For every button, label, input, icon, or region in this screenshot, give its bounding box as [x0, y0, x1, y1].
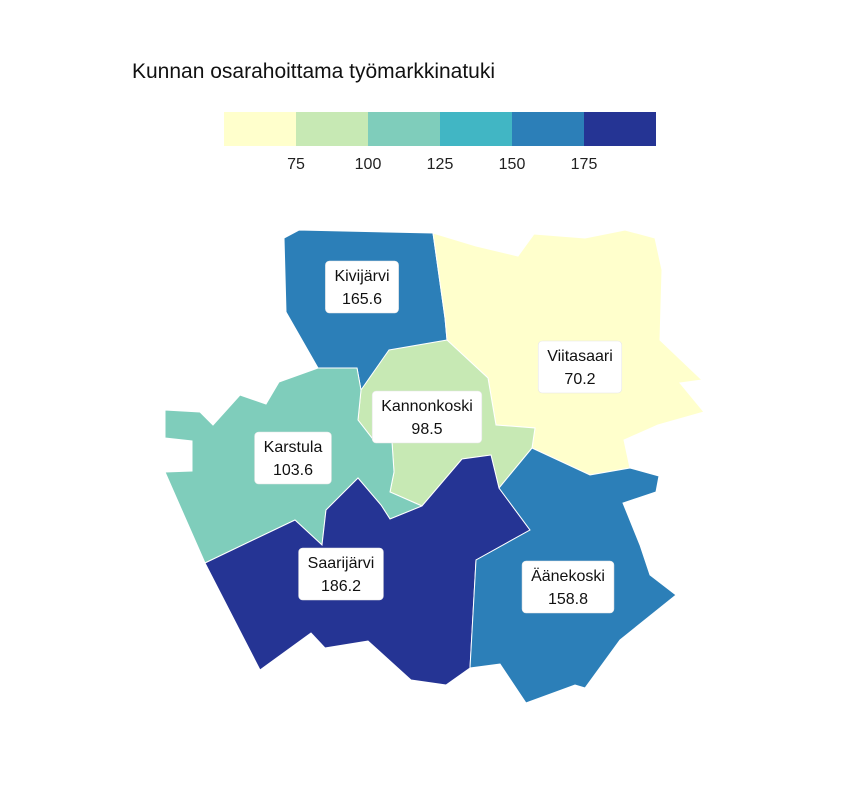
region-1-label-box: [537, 340, 623, 394]
legend-swatch-4: [512, 112, 584, 146]
legend-swatch-1: [296, 112, 368, 146]
region-2-value: 98.5: [411, 421, 442, 438]
legend-tick-75: 75: [287, 156, 305, 173]
region-2-name: Kannonkoski: [381, 398, 473, 415]
region-1-value: 70.2: [564, 371, 595, 388]
region-4-label: Saarijärvi 186.2: [298, 547, 384, 601]
region-3-name: Karstula: [264, 439, 323, 456]
legend-tick-150: 150: [499, 156, 526, 173]
region-3-label-box: [254, 431, 332, 485]
region-5-label: Äänekoski 158.8: [521, 560, 615, 614]
labels-layer: Kivijärvi 165.6 Viitasaari 70.2 Kannonkoski 9…: [254, 260, 623, 614]
region-5-name: Äänekoski: [531, 567, 605, 585]
region-1-label: Viitasaari 70.2: [537, 340, 623, 394]
region-0-name: Kivijärvi: [334, 268, 389, 285]
region-2-label-box: [371, 390, 483, 444]
region-1-name: Viitasaari: [547, 348, 613, 365]
chart-title: Kunnan osarahoittama työmarkkinatuki: [132, 60, 495, 83]
region-4-name: Saarijärvi: [308, 555, 375, 572]
region-3-value: 103.6: [273, 462, 313, 479]
legend-swatch-0: [224, 112, 296, 146]
region-4-value: 186.2: [321, 578, 361, 595]
region-4-label-box: [298, 547, 384, 601]
region-2-label: Kannonkoski 98.5: [371, 390, 483, 444]
region-5-value: 158.8: [548, 591, 588, 608]
legend-swatch-5: [584, 112, 656, 146]
region-0-value: 165.6: [342, 291, 382, 308]
legend-swatch-2: [368, 112, 440, 146]
region-5-label-box: [521, 560, 615, 614]
region-3-label: Karstula 103.6: [254, 431, 332, 485]
region-0-label: Kivijärvi 165.6: [325, 260, 399, 314]
legend-tick-125: 125: [427, 156, 454, 173]
legend: 75 100 125 150 175: [224, 112, 656, 173]
region-0-label-box: [325, 260, 399, 314]
regions-layer: [164, 229, 705, 704]
legend-tick-100: 100: [355, 156, 382, 173]
legend-swatch-3: [440, 112, 512, 146]
legend-tick-175: 175: [571, 156, 598, 173]
